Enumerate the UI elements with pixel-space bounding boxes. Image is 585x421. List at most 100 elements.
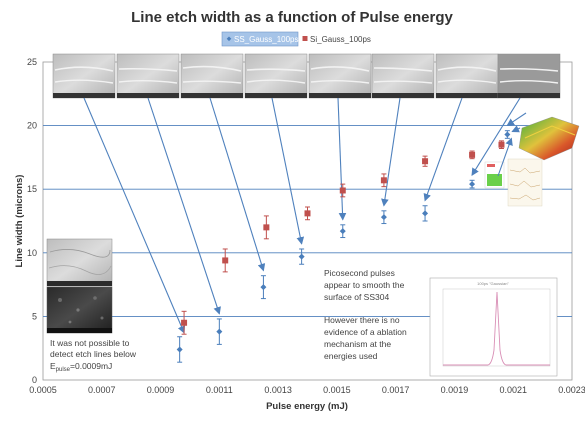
ablation-line4: energies used: [324, 351, 378, 361]
sem-micrograph-frame: [180, 53, 244, 99]
data-point: [181, 319, 188, 326]
pico-line2: appear to smooth the: [324, 280, 405, 290]
sem-info-bar: [117, 93, 179, 98]
sem-micrograph-4: [244, 53, 308, 99]
data-point: [176, 346, 183, 353]
etch-detection-note: It was not possible to detect etch lines…: [50, 338, 137, 373]
etch-note-line1: It was not possible to: [50, 338, 130, 348]
etch-line-edge: [499, 80, 559, 84]
x-tick-label: 0.0007: [88, 385, 116, 395]
x-tick-label: 0.0015: [323, 385, 351, 395]
etch-line-edge: [54, 79, 114, 84]
etch-note-line3: Epulse=0.0009mJ: [50, 361, 112, 373]
annotation-arrows: [83, 97, 527, 334]
sem-micrograph-6: [371, 53, 435, 99]
y-axis-ticks: 0 5 10 15 20 25: [27, 57, 37, 385]
x-tick-label: 0.0005: [29, 385, 57, 395]
sem-info-bar: [53, 93, 115, 98]
sem-micrograph-7: [435, 53, 499, 99]
arrow-7: [423, 97, 463, 202]
y-tick-label: 15: [27, 184, 37, 194]
data-point: [304, 210, 311, 217]
chart-title: Line etch width as a function of Pulse e…: [131, 9, 453, 26]
etch-line-edge: [310, 66, 370, 72]
x-axis-ticks: 0.0005 0.0007 0.0009 0.0011 0.0013 0.0015 0.00…: [29, 385, 585, 395]
etch-line-edge: [118, 67, 178, 72]
y-tick-label: 0: [32, 375, 37, 385]
x-tick-label: 0.0017: [382, 385, 410, 395]
sem-micrograph-frame: [371, 53, 435, 99]
legend-si-marker: [302, 36, 308, 41]
sem-micrograph-frame: [308, 53, 372, 99]
sem-micrograph-frame: [116, 53, 180, 99]
sem-micrograph-8: [497, 53, 561, 99]
arrow-6: [381, 97, 401, 207]
profile-3d-image: [518, 116, 580, 161]
inset-pulse-plot: 100ps "Gaussian": [429, 277, 558, 377]
etch-line-edge: [499, 67, 559, 72]
y-tick-label: 5: [32, 311, 37, 321]
y-axis-label: Line width (microns): [14, 175, 25, 268]
x-tick-label: 0.0009: [147, 385, 175, 395]
arrow-1: [83, 97, 186, 334]
y-tick-label: 20: [27, 121, 37, 131]
profile-graph-thumbnail: [507, 158, 543, 207]
x-tick-label: 0.0021: [499, 385, 527, 395]
y-tick-label: 25: [27, 57, 37, 67]
sem-micrograph-frame: [52, 53, 116, 99]
ablation-note: However there is no evidence of a ablati…: [324, 315, 407, 361]
x-tick-label: 0.0023: [558, 385, 585, 395]
pico-line3: surface of SS304: [324, 292, 389, 302]
etch-line-edge: [246, 79, 306, 84]
data-point: [222, 257, 229, 264]
arrow-4: [271, 97, 305, 245]
x-tick-label: 0.0019: [441, 385, 469, 395]
plot-area: [42, 61, 573, 381]
arrow-8: [471, 97, 521, 176]
etch-line-edge: [437, 79, 497, 84]
picosecond-note: Picosecond pulses appear to smooth the s…: [324, 268, 405, 302]
inset-title: 100ps "Gaussian": [477, 281, 509, 286]
etch-line-edge: [437, 66, 497, 72]
x-axis-label: Pulse energy (mJ): [266, 401, 348, 412]
legend-ss-marker: [226, 36, 232, 42]
data-point: [422, 158, 429, 165]
x-tick-label: 0.0013: [264, 385, 292, 395]
sem-micrograph-frame: [497, 53, 561, 99]
sem-info-bar: [245, 93, 307, 98]
etch-line-edge: [310, 80, 370, 84]
data-point: [380, 214, 387, 221]
pico-line1: Picosecond pulses: [324, 268, 395, 278]
etch-note-line2: detect etch lines below: [50, 349, 137, 359]
data-point: [298, 253, 305, 260]
arrow-2: [147, 97, 221, 315]
etch-note-sub: pulse: [56, 367, 71, 373]
etch-line-edge: [182, 80, 242, 84]
sem-micrograph-3: [180, 53, 244, 99]
y-tick-label: 10: [27, 248, 37, 258]
data-point: [263, 224, 270, 231]
etch-note-rest: =0.0009mJ: [70, 361, 112, 371]
sem-info-bar: [309, 93, 371, 98]
data-point: [260, 284, 267, 291]
sem-micrograph-2: [116, 53, 180, 99]
data-point: [339, 228, 346, 235]
etch-note-e: E: [50, 361, 56, 371]
sem-thumbnail-dark: [46, 286, 113, 334]
sem-thumbnail-light: [46, 238, 113, 287]
legend: SS_Gauss_100ps Si_Gauss_100ps: [221, 31, 371, 47]
legend-si-label: Si_Gauss_100ps: [310, 35, 371, 44]
sem-micrograph-frame: [244, 53, 308, 99]
sem-micrograph-1: [52, 53, 116, 99]
data-point: [504, 131, 511, 138]
etch-line-edge: [246, 68, 306, 72]
sem-info-bar: [498, 93, 560, 98]
series-ss-gauss: [176, 130, 511, 363]
legend-ss-label: SS_Gauss_100ps: [234, 35, 299, 44]
data-point: [469, 181, 476, 188]
etch-line-edge: [54, 66, 114, 72]
data-point: [216, 328, 223, 335]
arrow-3: [209, 97, 266, 272]
etch-line-edge: [118, 80, 178, 84]
